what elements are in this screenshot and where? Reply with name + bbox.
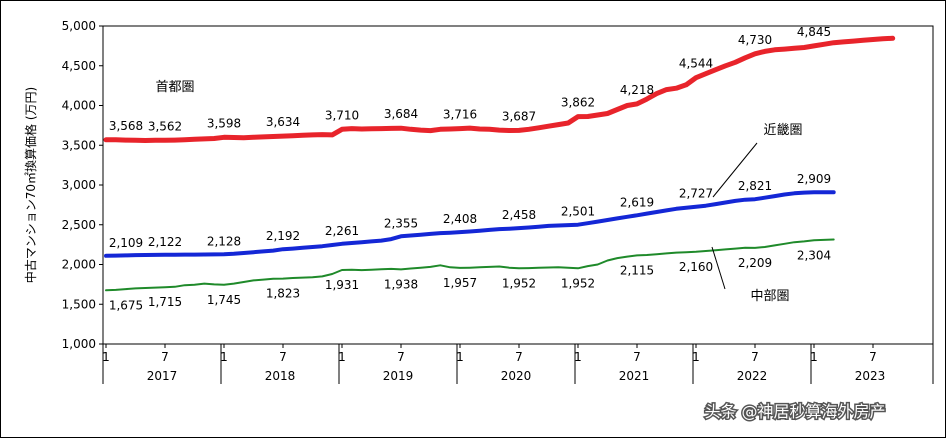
- data-label: 1,952: [502, 276, 536, 290]
- x-month-label: 1: [810, 350, 818, 364]
- data-label: 2,821: [738, 179, 772, 193]
- data-label: 2,209: [738, 256, 772, 270]
- data-label: 1,745: [207, 293, 241, 307]
- data-label: 2,115: [620, 263, 654, 277]
- x-month-label: 7: [397, 350, 405, 364]
- data-label: 2,355: [384, 216, 418, 230]
- series-name-label: 首都圏: [155, 80, 194, 95]
- data-label: 3,634: [266, 115, 300, 129]
- x-axis: 1 7 1 7 1 7 1 7 1 7 1 7 1 7 2017 2018 2019 2020 2021 2022 20…: [102, 344, 934, 384]
- y-tick-label: 4,500: [62, 59, 96, 73]
- data-label: 3,862: [561, 96, 595, 110]
- y-tick-label: 3,500: [62, 138, 96, 152]
- x-month-label: 7: [751, 350, 759, 364]
- data-label: 2,122: [148, 235, 182, 249]
- data-label: 3,687: [502, 109, 536, 123]
- x-month-label: 7: [633, 350, 641, 364]
- y-tick-label: 1,000: [62, 337, 96, 351]
- x-year-label: 2019: [383, 369, 414, 383]
- data-label: 4,845: [797, 25, 831, 39]
- y-tick-label: 2,000: [62, 258, 96, 272]
- y-tick-label: 3,000: [62, 178, 96, 192]
- data-label: 1,938: [384, 277, 418, 291]
- data-label: 2,458: [502, 208, 536, 222]
- data-label: 3,710: [325, 108, 359, 122]
- data-label: 3,568: [109, 119, 143, 133]
- y-axis-ticks: 1,000 1,500 2,000 2,500 3,000 3,500 4,000 4,500…: [62, 19, 103, 351]
- x-year-label: 2018: [265, 369, 296, 383]
- data-label: 1,823: [266, 287, 300, 301]
- watermark-text: 头条 @神居秒算海外房产: [704, 402, 885, 421]
- data-label: 1,957: [443, 276, 477, 290]
- x-year-label: 2022: [737, 369, 768, 383]
- data-label: 3,598: [207, 116, 241, 130]
- data-label: 2,727: [679, 187, 713, 201]
- data-label: 4,218: [620, 83, 654, 97]
- x-year-label: 2021: [619, 369, 650, 383]
- data-label: 3,562: [148, 119, 182, 133]
- x-month-label: 7: [869, 350, 877, 364]
- data-label: 2,128: [207, 234, 241, 248]
- data-label: 2,109: [109, 236, 143, 250]
- leader-line: [712, 142, 758, 198]
- x-month-label: 1: [574, 350, 582, 364]
- x-month-label: 1: [102, 350, 110, 364]
- y-tick-label: 1,500: [62, 297, 96, 311]
- x-month-label: 1: [220, 350, 228, 364]
- x-month-label: 1: [456, 350, 464, 364]
- x-year-label: 2017: [147, 369, 178, 383]
- data-label: 2,192: [266, 229, 300, 243]
- watermark: 头条 @神居秒算海外房产: [703, 401, 887, 423]
- data-label: 4,730: [738, 33, 772, 47]
- data-label: 2,619: [620, 195, 654, 209]
- x-year-label: 2023: [855, 369, 886, 383]
- data-label: 3,684: [384, 107, 418, 121]
- data-label: 2,160: [679, 260, 713, 274]
- y-tick-label: 2,500: [62, 218, 96, 232]
- x-month-label: 7: [279, 350, 287, 364]
- plot-area: [102, 25, 934, 345]
- series-layer: 3,568 3,562 3,598 3,634 3,710 3,684 3,716 3,687…: [103, 25, 896, 312]
- y-tick-label: 5,000: [62, 19, 96, 33]
- series-line-2: [105, 238, 835, 292]
- data-label: 2,304: [797, 248, 831, 262]
- data-label: 1,715: [148, 295, 182, 309]
- data-label: 1,675: [109, 298, 143, 312]
- data-label: 3,716: [443, 108, 477, 122]
- data-label: 2,909: [797, 172, 831, 186]
- series-line-0: [103, 35, 896, 143]
- x-year-label: 2020: [501, 369, 532, 383]
- data-label: 1,952: [561, 276, 595, 290]
- y-axis-title: 中古マンション70㎡換算価格 (万円): [23, 87, 38, 283]
- x-month-label: 1: [692, 350, 700, 364]
- y-tick-label: 4,000: [62, 99, 96, 113]
- data-label: 1,931: [325, 278, 359, 292]
- data-label: 2,501: [561, 205, 595, 219]
- data-label: 2,408: [443, 212, 477, 226]
- series-line-1: [104, 190, 836, 258]
- data-label: 2,261: [325, 224, 359, 238]
- x-month-label: 1: [338, 350, 346, 364]
- series-name-label: 近畿圏: [763, 123, 802, 138]
- x-month-label: 7: [515, 350, 523, 364]
- x-month-label: 7: [161, 350, 169, 364]
- leader-line: [711, 246, 726, 290]
- data-label: 4,544: [679, 57, 713, 71]
- series-name-label: 中部圏: [750, 289, 789, 304]
